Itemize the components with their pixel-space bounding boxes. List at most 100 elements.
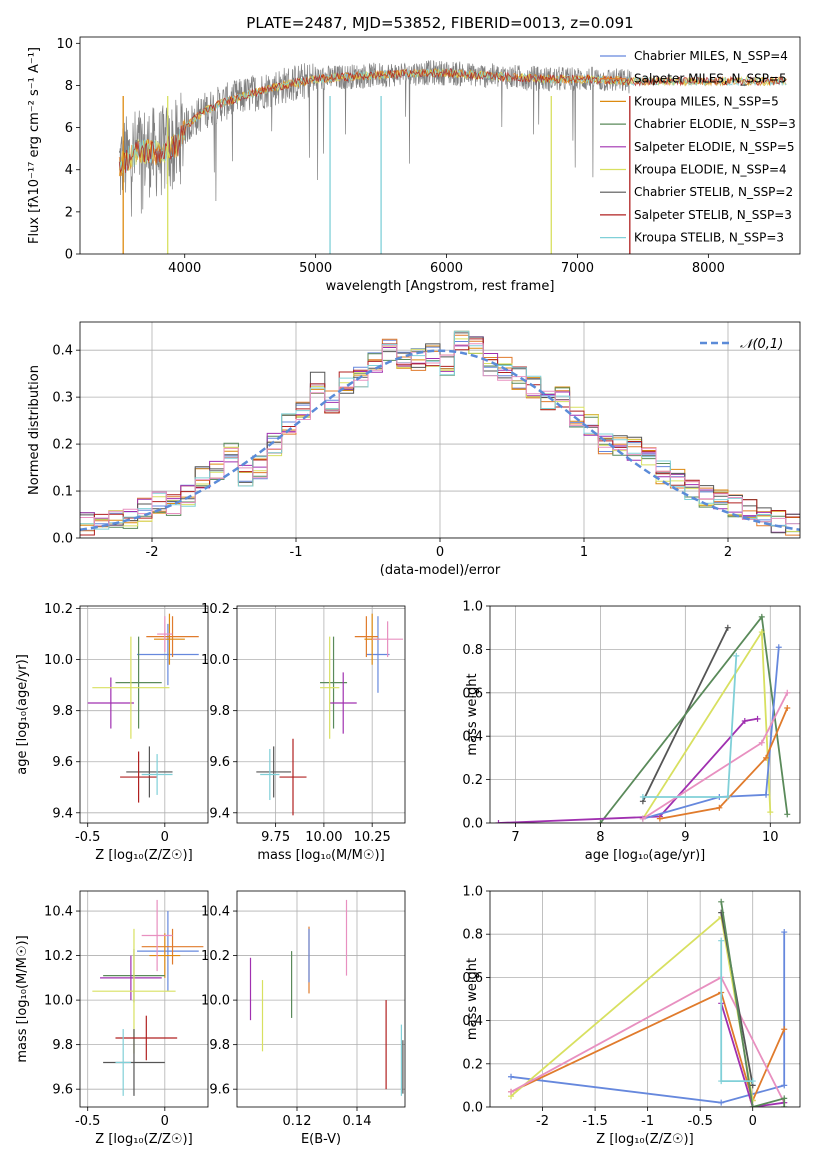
mass-weight-marker xyxy=(763,791,770,798)
tick-label-x: -1 xyxy=(641,1114,654,1129)
x-axis-label: Z [log₁₀(Z/Z☉)] xyxy=(95,1132,192,1147)
mass-weight-marker xyxy=(741,718,748,725)
axes-frame xyxy=(79,605,209,824)
mass-weight-marker xyxy=(495,820,502,823)
tick-label-y: 0.0 xyxy=(52,532,73,547)
observed-spectrum xyxy=(118,59,632,217)
mass-weight-marker xyxy=(718,898,725,905)
tick-label-y: 10.2 xyxy=(44,602,73,617)
tick-label-y: 10.2 xyxy=(44,949,73,964)
residual-histogram xyxy=(80,330,800,530)
panel-age-vs-mass: 9.75 10.00 10.25 9.4 9.6 9.8 10.0 10.2 mass [log… xyxy=(201,602,406,863)
tick-label-x: -0.5 xyxy=(75,1114,100,1129)
mass-weight-marker xyxy=(733,652,740,659)
y-axis-label: mass weight xyxy=(465,673,480,755)
mass-weight-marker xyxy=(656,815,663,822)
tick-label-y: 9.8 xyxy=(52,704,73,719)
tick-label-x: 9 xyxy=(681,830,689,845)
tick-label-x: 0.14 xyxy=(343,1114,372,1129)
y-axis-label: Normed distribution xyxy=(27,365,42,495)
tick-label-x: 2 xyxy=(724,545,732,560)
tick-label-x: 0 xyxy=(161,1114,169,1129)
mass-weight-marker xyxy=(724,793,731,800)
axes-frame xyxy=(236,890,406,1108)
normal-curve xyxy=(80,349,800,532)
legend-entry: 𝒩(0,1) xyxy=(740,337,783,352)
mass-weight-line xyxy=(642,647,780,820)
legend-entry: Chabrier MILES, N_SSP=4 xyxy=(634,49,788,63)
legend-entry: Chabrier STELIB, N_SSP=2 xyxy=(634,185,793,199)
axes-frame xyxy=(489,605,801,824)
legend-entry: Salpeter STELIB, N_SSP=3 xyxy=(634,208,792,222)
mass-weight-marker xyxy=(775,644,782,651)
panel-mass-weight-vs-Z: -2 -1.5 -1 -0.5 0 0.0 0.2 0.4 0.6 0.8 1.0 Z [log₁₀(… xyxy=(462,885,801,1147)
mass-weight-marker xyxy=(718,937,725,944)
tick-label-y: 10.0 xyxy=(44,994,73,1009)
tick-label-y: 8 xyxy=(65,79,73,94)
panel-mass-weight-vs-age: 7 8 9 10 0.0 0.2 0.4 0.6 0.8 1.0 age [log₁₀(age/yr… xyxy=(462,600,801,863)
model-spectrum-line xyxy=(118,68,787,174)
plot-area xyxy=(237,606,405,823)
mass-weight-marker xyxy=(781,1095,788,1102)
tick-label-y: 10.0 xyxy=(44,653,73,668)
tick-label-y: 2 xyxy=(65,205,73,220)
x-axis-label: Z [log₁₀(Z/Z☉)] xyxy=(95,848,192,863)
mass-weight-marker xyxy=(781,929,788,936)
tick-label-y: 0.4 xyxy=(52,344,73,359)
plot-area xyxy=(118,59,787,254)
tick-label-y: 10.0 xyxy=(201,994,230,1009)
mass-weight-line xyxy=(510,991,786,1104)
panel-mass-vs-Z: -0.5 0 9.6 9.8 10.0 10.2 10.4 Z [log₁₀(Z/Z☉)] ma… xyxy=(15,890,209,1147)
mass-weight-marker xyxy=(758,739,765,746)
axes-frame xyxy=(489,890,801,1108)
legend-entry: Salpeter ELODIE, N_SSP=5 xyxy=(634,140,795,154)
axes-frame xyxy=(79,890,209,1108)
tick-label-x: 4000 xyxy=(168,261,201,276)
x-axis-label: wavelength [Angstrom, rest frame] xyxy=(326,279,555,294)
tick-label-x: 0 xyxy=(436,545,444,560)
tick-label-y: 9.8 xyxy=(52,1038,73,1053)
tick-label-y: 6 xyxy=(65,121,73,136)
tick-label-y: 0.1 xyxy=(52,485,73,500)
legend-entry: Kroupa MILES, N_SSP=5 xyxy=(634,94,779,108)
tick-label-y: 10.2 xyxy=(201,602,230,617)
mass-weight-marker xyxy=(784,704,791,711)
y-axis-label: Flux [fλ10⁻¹⁷ erg cm⁻² s⁻¹ A⁻¹] xyxy=(27,47,42,244)
tick-label-y: 10 xyxy=(56,37,73,52)
residual-histogram xyxy=(80,343,800,527)
mass-weight-line xyxy=(720,901,786,1107)
tick-label-y: 0.2 xyxy=(462,1057,483,1072)
panel-age-vs-Z: -0.5 0 9.4 9.6 9.8 10.0 10.2 Z [log₁₀(Z/Z☉)] age… xyxy=(15,602,209,863)
chart-title: PLATE=2487, MJD=53852, FIBERID=0013, z=0… xyxy=(246,14,633,32)
tick-label-x: 8000 xyxy=(692,261,725,276)
tick-label-y: 9.6 xyxy=(52,1083,73,1098)
mass-weight-marker xyxy=(763,754,770,761)
x-axis-label: age [log₁₀(age/yr)] xyxy=(585,848,706,863)
mass-weight-marker xyxy=(758,613,765,620)
axes-frame xyxy=(236,605,406,824)
axes-frame xyxy=(79,321,801,539)
mass-weight-line xyxy=(642,629,772,820)
mass-weight-marker xyxy=(781,1026,788,1033)
mass-weight-marker xyxy=(749,1104,756,1107)
tick-label-y: 10.4 xyxy=(201,905,230,920)
tick-label-y: 0.6 xyxy=(462,686,483,701)
tick-label-y: 10.2 xyxy=(201,949,230,964)
mass-weight-line xyxy=(498,717,758,823)
plot-area xyxy=(490,891,800,1107)
mass-weight-marker xyxy=(767,809,774,816)
tick-label-y: 0.2 xyxy=(462,773,483,788)
mass-weight-marker xyxy=(781,1104,788,1107)
mass-weight-marker xyxy=(749,1078,756,1085)
tick-label-y: 9.8 xyxy=(209,1038,230,1053)
mass-weight-marker xyxy=(718,1078,725,1085)
tick-label-x: 1 xyxy=(580,545,588,560)
x-axis-label: Z [log₁₀(Z/Z☉)] xyxy=(596,1132,693,1147)
mass-weight-line xyxy=(642,655,738,798)
panel-spectrum: 4000 5000 6000 7000 8000 0 2 4 6 8 10 wavelength [A… xyxy=(27,14,801,294)
tick-label-x: 0 xyxy=(749,1114,757,1129)
mass-weight-marker xyxy=(781,1082,788,1089)
x-axis-label: E(B-V) xyxy=(301,1132,341,1147)
tick-label-y: 9.6 xyxy=(209,755,230,770)
legend-entry: Kroupa STELIB, N_SSP=3 xyxy=(634,231,784,245)
